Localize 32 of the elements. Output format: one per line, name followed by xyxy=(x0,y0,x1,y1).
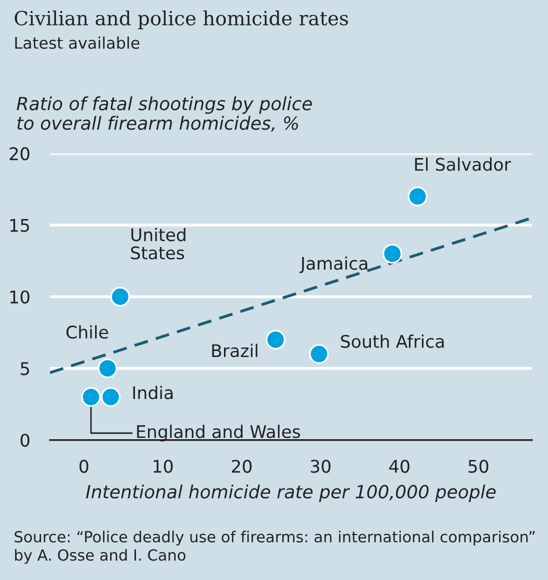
source-note: Source: “Police deadly use of firearms: an international comparison” by A. Osse and I. Cano xyxy=(14,530,535,564)
annotation: South Africa xyxy=(340,334,444,348)
x-tick-label: 10 xyxy=(154,460,173,473)
y-tick-label: 0 xyxy=(20,434,30,447)
x-tick-label: 30 xyxy=(310,460,330,473)
point xyxy=(100,387,121,407)
y-axis-title: Ratio of fatal shootings by police to overall firearm homicides, % xyxy=(16,96,312,132)
point xyxy=(81,387,101,407)
annotation: England and Wales xyxy=(137,424,300,442)
annotation: Brazil xyxy=(212,344,258,358)
annotation: Chile xyxy=(66,325,108,339)
chart-title: Civilian and police homicide rates xyxy=(14,10,348,30)
x-tick-label: 20 xyxy=(232,460,252,473)
y-tick-label: 15 xyxy=(10,219,30,232)
chart-subtitle: Latest available xyxy=(15,36,140,49)
y-tick-label: 20 xyxy=(10,147,30,160)
annotation: United States xyxy=(131,228,186,260)
point xyxy=(110,286,130,307)
annotation: El Salvador xyxy=(415,157,511,171)
point xyxy=(266,330,286,350)
y-tick-label: 5 xyxy=(20,362,30,376)
annotation: Jamaica xyxy=(300,256,368,274)
y-tick-label: 10 xyxy=(10,290,30,304)
x-tick-label: 40 xyxy=(389,460,410,473)
x-tick-label: 0 xyxy=(80,460,88,473)
annotation: India xyxy=(133,386,173,400)
x-axis-title: Intentional homicide rate per 100,000 people xyxy=(86,484,496,502)
point xyxy=(98,358,118,378)
point xyxy=(382,244,402,264)
point xyxy=(309,344,329,364)
point xyxy=(408,186,428,206)
x-tick-label: 50 xyxy=(468,460,488,473)
